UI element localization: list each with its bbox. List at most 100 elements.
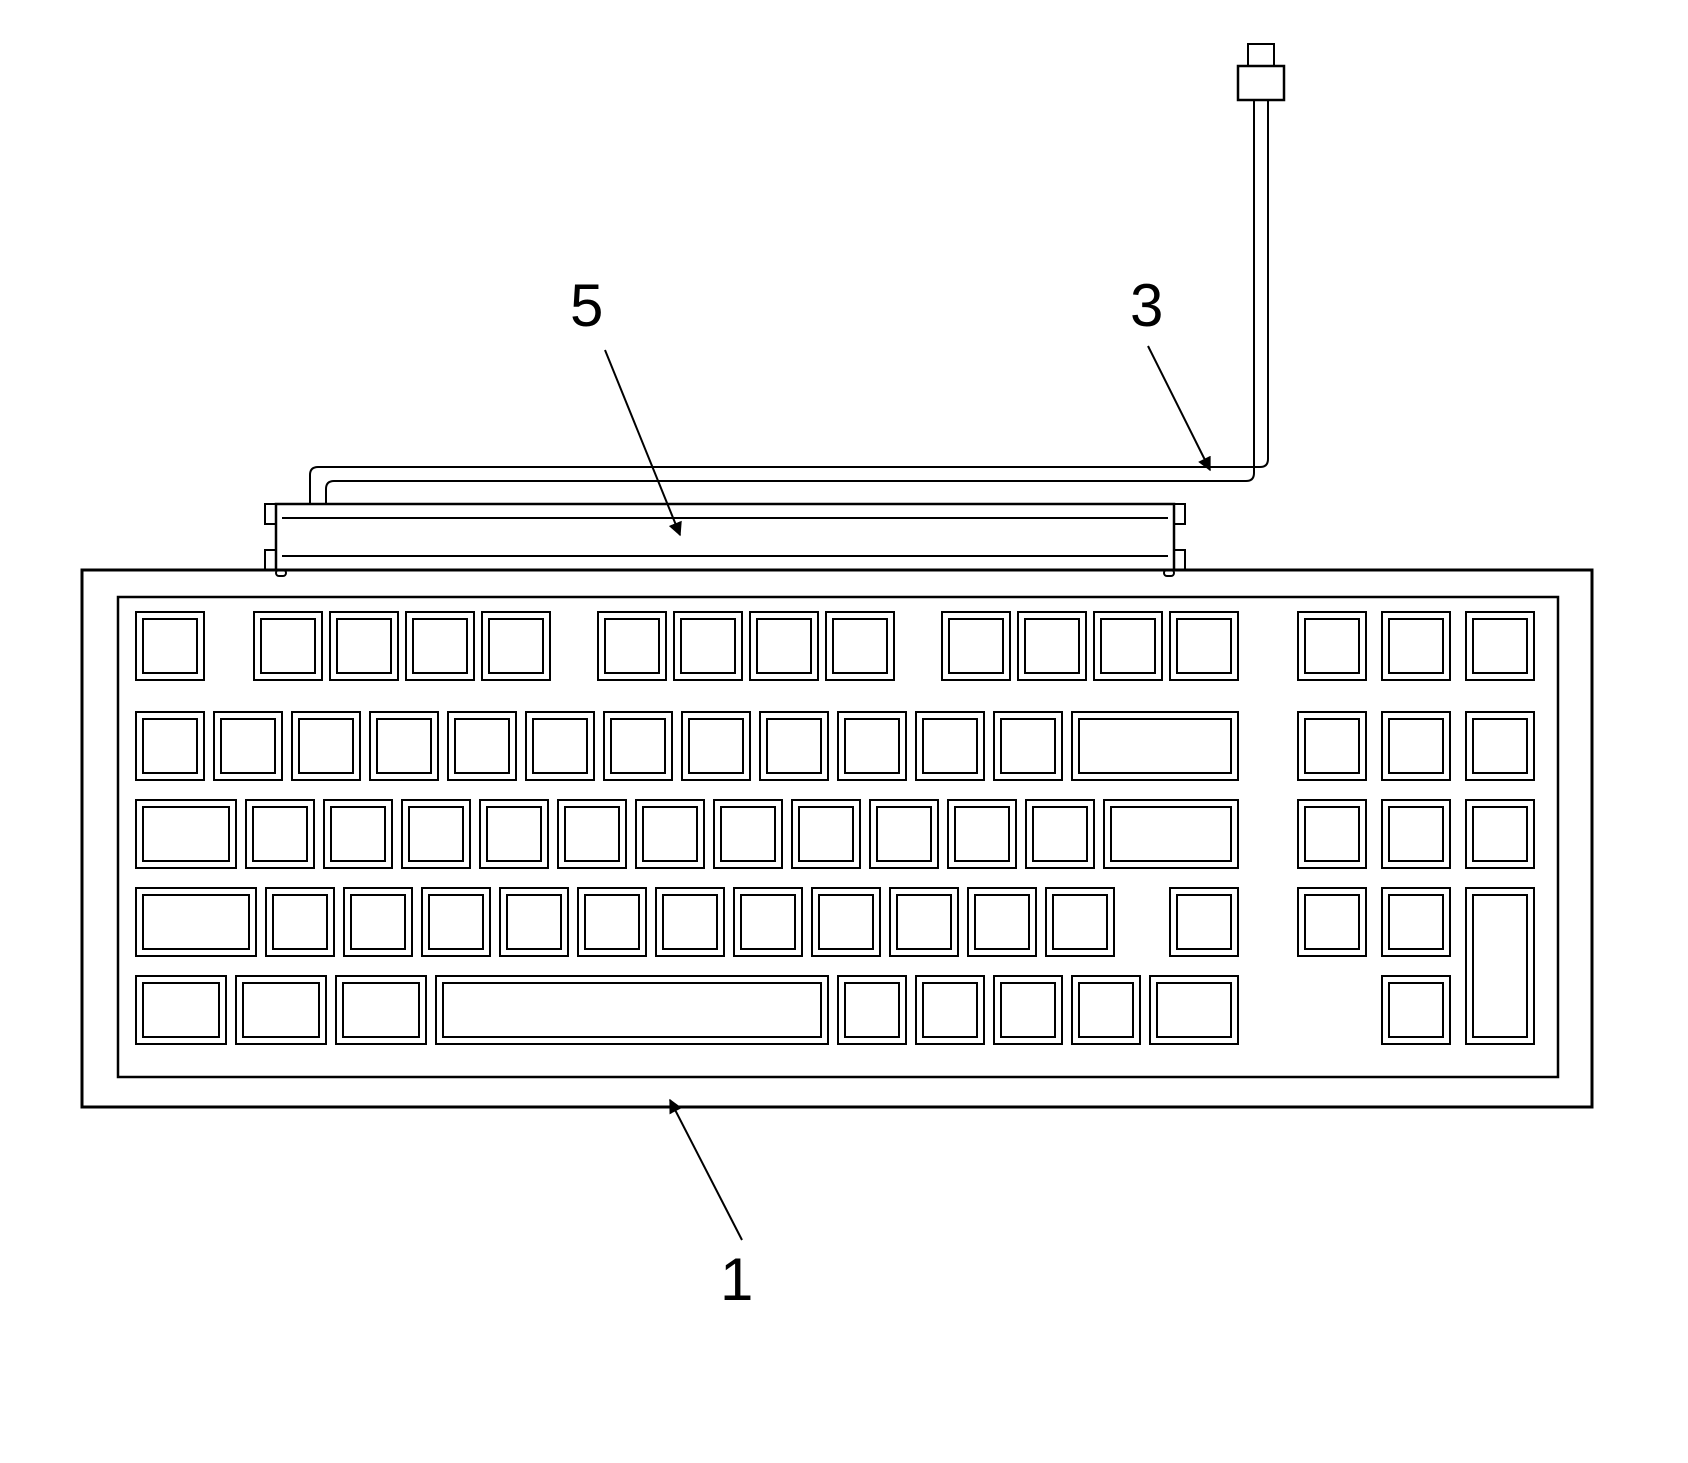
- key-outer: [136, 976, 226, 1044]
- key-inner: [833, 619, 887, 673]
- key-outer: [136, 612, 204, 680]
- key-outer: [236, 976, 326, 1044]
- key-inner: [1079, 719, 1231, 773]
- key-inner: [1389, 983, 1443, 1037]
- key-outer: [968, 888, 1036, 956]
- key-inner: [1101, 619, 1155, 673]
- key-outer: [1298, 712, 1366, 780]
- key-inner: [949, 619, 1003, 673]
- key-inner: [489, 619, 543, 673]
- key-outer: [682, 712, 750, 780]
- tray-bracket: [265, 504, 276, 524]
- key-outer: [760, 712, 828, 780]
- key-outer: [826, 612, 894, 680]
- label-5: 5: [570, 272, 680, 535]
- key-inner: [1305, 807, 1359, 861]
- key-inner: [331, 807, 385, 861]
- key-inner: [299, 719, 353, 773]
- key-outer: [994, 976, 1062, 1044]
- key-inner: [1473, 619, 1527, 673]
- key-outer: [1298, 612, 1366, 680]
- key-outer: [448, 712, 516, 780]
- plug-inner: [1248, 44, 1274, 66]
- key-inner: [897, 895, 951, 949]
- key-inner: [757, 619, 811, 673]
- key-outer: [336, 976, 426, 1044]
- key-outer: [136, 888, 256, 956]
- key-outer: [1466, 800, 1534, 868]
- cord-outer: [310, 100, 1268, 504]
- key-inner: [1079, 983, 1133, 1037]
- key-outer: [994, 712, 1062, 780]
- key-outer: [480, 800, 548, 868]
- tray-bracket: [1174, 550, 1185, 570]
- key-inner: [1053, 895, 1107, 949]
- key-inner: [253, 807, 307, 861]
- key-outer: [1382, 800, 1450, 868]
- key-outer: [604, 712, 672, 780]
- tray-body: [276, 504, 1174, 570]
- label-1: 1: [670, 1100, 753, 1313]
- key-outer: [1170, 612, 1238, 680]
- plug-outer: [1238, 66, 1284, 100]
- key-outer: [578, 888, 646, 956]
- key-inner: [923, 719, 977, 773]
- key-inner: [487, 807, 541, 861]
- key-inner: [243, 983, 319, 1037]
- key-inner: [143, 619, 197, 673]
- key-inner: [605, 619, 659, 673]
- key-outer: [136, 800, 236, 868]
- key-outer: [598, 612, 666, 680]
- key-inner: [443, 983, 821, 1037]
- key-outer: [1046, 888, 1114, 956]
- key-inner: [1001, 983, 1055, 1037]
- key-outer: [838, 712, 906, 780]
- key-outer: [1382, 612, 1450, 680]
- tray-foot: [276, 570, 286, 576]
- key-inner: [1473, 719, 1527, 773]
- key-inner: [845, 719, 899, 773]
- key-inner: [877, 807, 931, 861]
- key-outer: [942, 612, 1010, 680]
- key-outer: [344, 888, 412, 956]
- key-inner: [1305, 895, 1359, 949]
- key-inner: [643, 807, 697, 861]
- key-outer: [136, 712, 204, 780]
- key-outer: [266, 888, 334, 956]
- key-inner: [845, 983, 899, 1037]
- key-outer: [1072, 976, 1140, 1044]
- key-inner: [377, 719, 431, 773]
- key-inner: [1389, 719, 1443, 773]
- key-inner: [507, 895, 561, 949]
- key-outer: [916, 712, 984, 780]
- tray-bracket: [1174, 504, 1185, 524]
- key-inner: [351, 895, 405, 949]
- key-inner: [721, 807, 775, 861]
- cord-inner: [326, 100, 1254, 504]
- key-inner: [413, 619, 467, 673]
- diagram-svg: 3 5 1: [0, 0, 1688, 1463]
- label-3-text: 3: [1130, 272, 1163, 339]
- key-outer: [750, 612, 818, 680]
- key-inner: [533, 719, 587, 773]
- keys-group: [136, 612, 1534, 1044]
- key-outer: [734, 888, 802, 956]
- cord-group: [310, 100, 1268, 504]
- key-inner: [1473, 807, 1527, 861]
- tray-foot: [1164, 570, 1174, 576]
- key-outer: [1466, 712, 1534, 780]
- key-outer: [1072, 712, 1238, 780]
- key-outer: [500, 888, 568, 956]
- key-outer: [1382, 712, 1450, 780]
- key-outer: [1094, 612, 1162, 680]
- key-outer: [370, 712, 438, 780]
- label-1-leader: [670, 1100, 742, 1240]
- key-inner: [611, 719, 665, 773]
- key-outer: [330, 612, 398, 680]
- key-inner: [1389, 619, 1443, 673]
- key-outer: [1170, 888, 1238, 956]
- key-inner: [663, 895, 717, 949]
- label-3-leader: [1148, 346, 1210, 470]
- key-inner: [337, 619, 391, 673]
- key-outer: [406, 612, 474, 680]
